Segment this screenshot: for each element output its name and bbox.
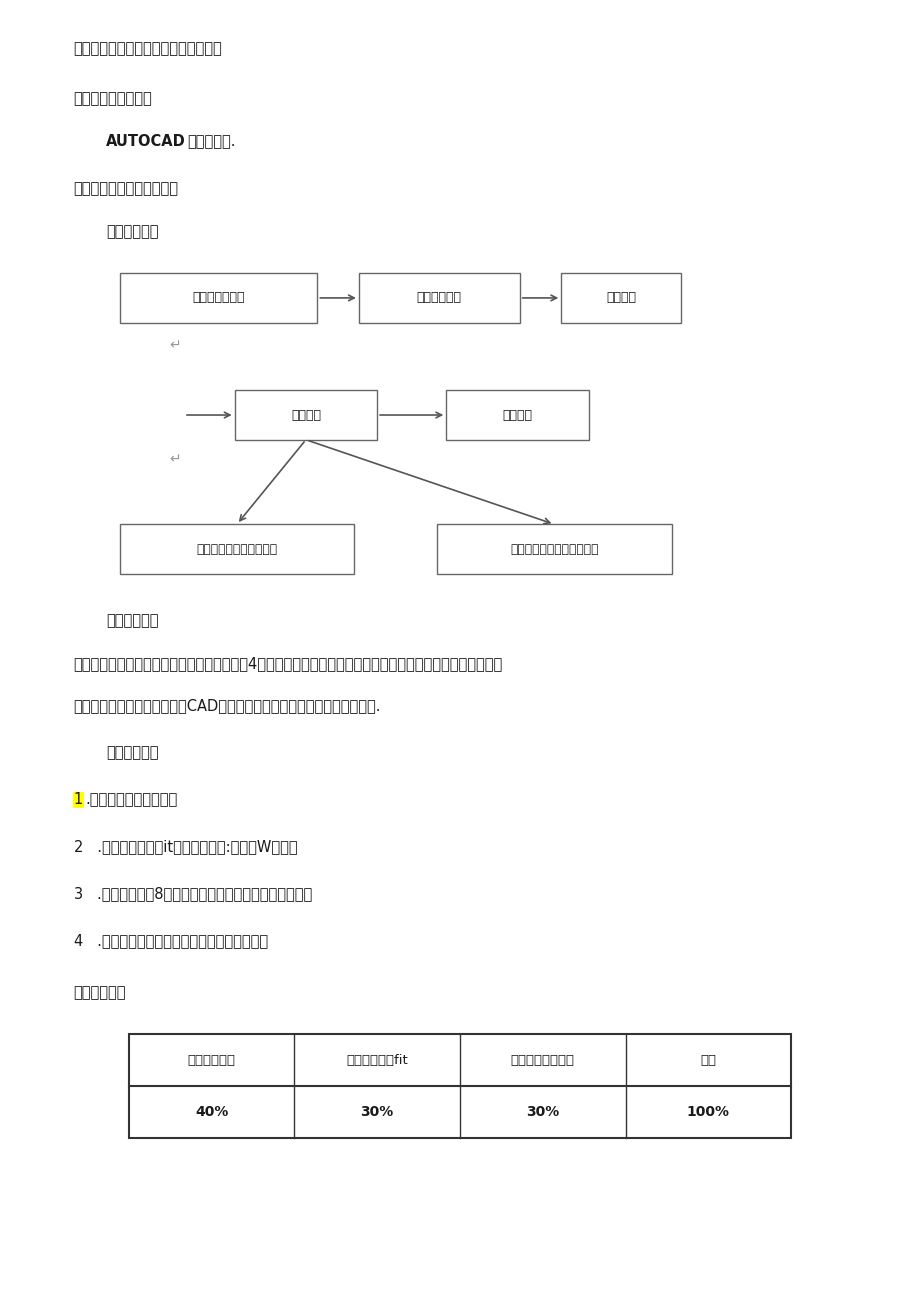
Text: 组长领取任务单: 组长领取任务单: [192, 291, 244, 304]
Bar: [119, 524, 354, 574]
Text: 4   .回答教师课堂问他和其它小组同学提问问题: 4 .回答教师课堂问他和其它小组同学提问问题: [74, 933, 267, 948]
Bar: [234, 390, 377, 440]
Text: ↵: ↵: [169, 338, 180, 353]
Text: 在拿握基站工程设计的相关理论知识后对任务4的勘察草图进行基站工程的平面设计和走线架设计，对草图进行: 在拿握基站工程设计的相关理论知识后对任务4的勘察草图进行基站工程的平面设计和走线…: [74, 656, 503, 671]
Bar: [129, 1034, 790, 1138]
Bar: [119, 273, 317, 323]
Bar: [358, 273, 519, 323]
Text: 30%: 30%: [360, 1106, 393, 1119]
Text: 30%: 30%: [526, 1106, 559, 1119]
Text: 任务实施: 任务实施: [290, 409, 321, 422]
Text: 三、评分标准: 三、评分标准: [74, 985, 126, 1000]
Text: （二）方法：: （二）方法：: [106, 613, 158, 628]
Text: 基站设备安装工程走线架图: 基站设备安装工程走线架图: [509, 543, 598, 556]
Text: 基站走线架图质量: 基站走线架图质量: [510, 1054, 574, 1067]
Text: 二、实训步骤、方法与要求: 二、实训步骤、方法与要求: [74, 181, 178, 196]
Text: 内容（方法、步骤、要求或考核标准）: 内容（方法、步骤、要求或考核标准）: [74, 42, 222, 57]
Text: 一、实训设备与工具: 一、实训设备与工具: [74, 91, 153, 107]
Text: .理解基站设得安装要求: .理解基站设得安装要求: [85, 792, 177, 808]
Bar: [446, 390, 588, 440]
Text: 总分: 总分: [699, 1054, 716, 1067]
Text: 基站设备安装工程平面图: 基站设备安装工程平面图: [196, 543, 278, 556]
Text: 1: 1: [74, 792, 83, 808]
Text: （一）步骤：: （一）步骤：: [106, 224, 158, 239]
Text: 2   .理解节电池容量it弛及开关电海:容此计W及选型: 2 .理解节电池容量it弛及开关电海:容此计W及选型: [74, 839, 297, 855]
Text: 3   .课中完成任务8中设备安装工程平面图及走践架图绘制: 3 .课中完成任务8中设备安装工程平面图及走践架图绘制: [74, 886, 312, 902]
Bar: [437, 524, 671, 574]
Text: 图纸要素齐全: 图纸要素齐全: [187, 1054, 235, 1067]
Text: （三）要求：: （三）要求：: [106, 745, 158, 761]
Text: ↵: ↵: [169, 453, 180, 467]
Text: 完善，添加图纸组成元素．用CAD软件绘制出能够指导工人施工的工程图纸.: 完善，添加图纸组成元素．用CAD软件绘制出能够指导工人施工的工程图纸.: [74, 699, 380, 714]
Text: 基站平面图质fit: 基站平面图质fit: [346, 1054, 408, 1067]
Text: 成果提交: 成果提交: [502, 409, 532, 422]
Text: 任务分析: 任务分析: [606, 291, 635, 304]
Text: 软件、电脑.: 软件、电脑.: [187, 134, 235, 150]
Text: 40%: 40%: [195, 1106, 228, 1119]
Text: 成员领会任务: 成员领会任务: [416, 291, 461, 304]
Text: 100%: 100%: [686, 1106, 729, 1119]
Bar: [561, 273, 680, 323]
Text: AUTOCAD: AUTOCAD: [106, 134, 186, 150]
